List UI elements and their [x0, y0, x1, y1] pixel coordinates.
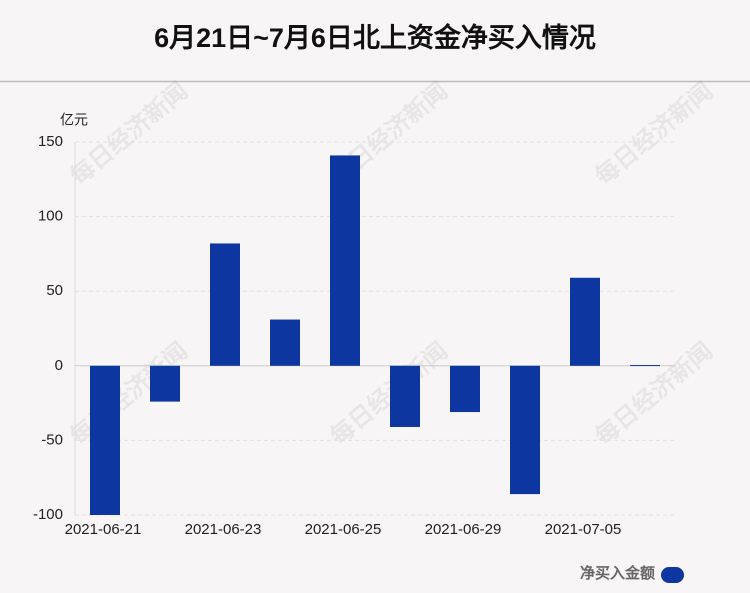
y-tick-label: -100 [33, 506, 63, 523]
bar [390, 365, 420, 427]
bar [630, 365, 660, 367]
x-tick-label: 2021-06-29 [425, 521, 502, 538]
bar [570, 277, 600, 366]
legend-label: 净买入金额 [580, 564, 655, 582]
bar [210, 243, 240, 366]
y-tick-label: -50 [41, 431, 63, 448]
bar [270, 319, 300, 366]
chart-title: 6月21日~7月6日北上资金净买入情况 [154, 22, 596, 53]
x-tick-label: 2021-06-21 [65, 521, 142, 538]
y-tick-label: 100 [38, 208, 63, 225]
x-tick-label: 2021-06-25 [305, 521, 382, 538]
legend-swatch [661, 567, 684, 583]
y-tick-label: 150 [38, 133, 63, 150]
bar [150, 365, 180, 402]
x-tick-label: 2021-07-05 [545, 521, 622, 538]
y-tick-label: 0 [55, 357, 63, 374]
y-tick-label: 50 [46, 282, 63, 299]
bar [90, 365, 120, 515]
bar [450, 365, 480, 413]
x-tick-label: 2021-06-23 [185, 521, 262, 538]
y-unit: 亿元 [60, 112, 88, 128]
bar [330, 155, 360, 366]
bar [510, 365, 540, 495]
